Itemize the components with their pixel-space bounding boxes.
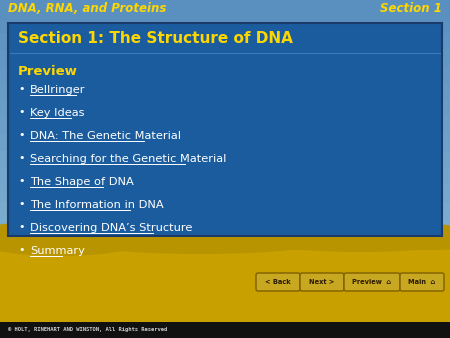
Bar <box>0 286 450 304</box>
Text: DNA, RNA, and Proteins: DNA, RNA, and Proteins <box>8 2 166 16</box>
Text: •: • <box>18 153 24 163</box>
Text: •: • <box>18 176 24 186</box>
Text: •: • <box>18 199 24 209</box>
Text: •: • <box>18 130 24 140</box>
Bar <box>0 236 450 246</box>
Bar <box>0 236 450 254</box>
Ellipse shape <box>70 226 330 254</box>
Bar <box>0 322 450 338</box>
Bar <box>0 269 450 287</box>
Bar <box>0 202 450 220</box>
FancyBboxPatch shape <box>400 273 444 291</box>
Bar <box>0 185 450 203</box>
Ellipse shape <box>360 226 450 250</box>
Bar <box>0 252 450 270</box>
Bar <box>0 50 450 68</box>
Text: Preview: Preview <box>18 65 78 78</box>
Ellipse shape <box>240 220 450 252</box>
Text: The Shape of DNA: The Shape of DNA <box>30 177 134 187</box>
Bar <box>0 100 450 118</box>
Bar <box>0 16 450 34</box>
Text: •: • <box>18 107 24 117</box>
Text: Searching for the Genetic Material: Searching for the Genetic Material <box>30 154 226 164</box>
Bar <box>0 83 450 101</box>
Bar <box>0 238 450 338</box>
Bar <box>0 320 450 338</box>
Text: Main  ⌂: Main ⌂ <box>409 279 436 285</box>
Text: Bellringer: Bellringer <box>30 85 86 95</box>
Bar <box>0 33 450 51</box>
Text: < Back: < Back <box>265 279 291 285</box>
Text: Section 1: Section 1 <box>380 2 442 16</box>
Text: © HOLT, RINEHART AND WINSTON, All Rights Reserved: © HOLT, RINEHART AND WINSTON, All Rights… <box>8 328 167 333</box>
FancyBboxPatch shape <box>344 273 400 291</box>
Bar <box>0 219 450 237</box>
Bar <box>0 117 450 135</box>
FancyBboxPatch shape <box>8 23 442 236</box>
Bar <box>0 67 450 84</box>
Bar <box>0 0 450 17</box>
Bar <box>0 303 450 321</box>
Text: •: • <box>18 245 24 255</box>
Bar <box>0 134 450 152</box>
FancyBboxPatch shape <box>256 273 300 291</box>
Bar <box>0 151 450 169</box>
Text: Discovering DNA’s Structure: Discovering DNA’s Structure <box>30 223 193 233</box>
Text: Section 1: The Structure of DNA: Section 1: The Structure of DNA <box>18 31 293 46</box>
Bar <box>0 0 450 21</box>
Text: DNA: The Genetic Material: DNA: The Genetic Material <box>30 131 181 141</box>
Text: Preview  ⌂: Preview ⌂ <box>352 279 392 285</box>
Text: Key Ideas: Key Ideas <box>30 108 85 118</box>
Text: Next >: Next > <box>309 279 335 285</box>
FancyBboxPatch shape <box>300 273 344 291</box>
Text: •: • <box>18 84 24 94</box>
Text: •: • <box>18 222 24 232</box>
Ellipse shape <box>0 220 150 256</box>
Bar <box>0 168 450 186</box>
Text: Summary: Summary <box>30 246 85 256</box>
Text: The Information in DNA: The Information in DNA <box>30 200 164 210</box>
